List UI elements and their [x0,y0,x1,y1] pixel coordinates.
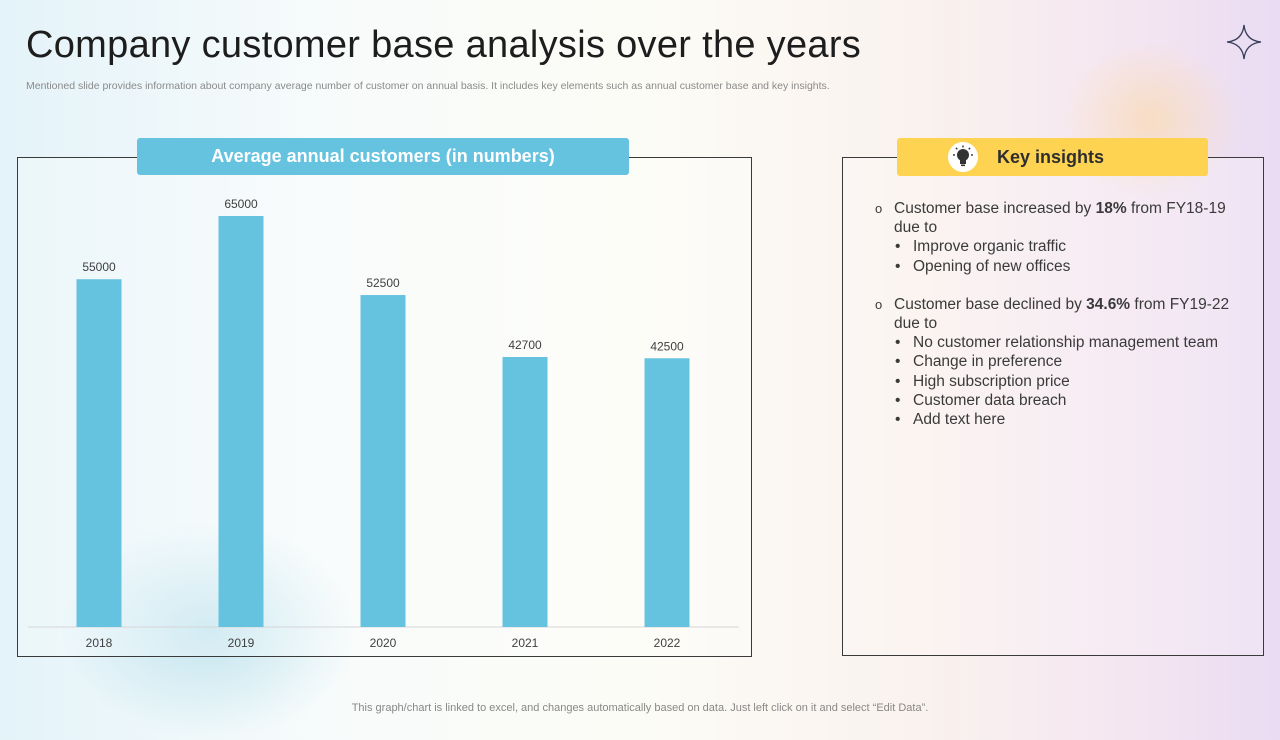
chart-header: Average annual customers (in numbers) [137,138,629,175]
data-label-2018: 55000 [82,260,116,274]
insights-frame [842,157,1264,656]
bullet-dot: • [895,391,901,409]
bullet-dot: • [895,411,901,429]
list-item: • Opening of new offices [895,257,1071,275]
list-item: • No customer relationship management tea… [895,334,1218,352]
insights-title: Key insights [997,147,1105,167]
insight-point-2: o Customer base declined by 34.6% from F… [875,295,1245,429]
bullet-dot: • [895,353,901,371]
insight-sublist: • Improve organic traffic • Opening of new… [894,237,1245,275]
data-label-2021: 42700 [508,338,542,352]
bullet-dot: • [895,372,901,390]
sparkle-star-icon [1226,24,1262,60]
x-tick-label-2022: 2022 [654,636,681,650]
page-title: Company customer base analysis over the … [26,24,862,66]
data-label-2020: 52500 [366,276,400,290]
x-tick-label-2018: 2018 [86,636,113,650]
insight-text: Customer base declined by 34.6% from FY1… [894,295,1230,333]
list-item: • Change in preference [895,353,1063,371]
x-tick-label-2020: 2020 [370,636,397,650]
insight-sublist: • No customer relationship management tea… [894,333,1245,429]
insight-point-1: o Customer base increased by 18% from FY… [875,199,1245,276]
bullet-dot: • [895,238,901,256]
data-label-2019: 65000 [224,197,258,211]
bar-2022 [644,358,690,627]
bullet-dot: • [895,257,901,275]
bar-2019 [218,216,264,627]
bar-2020 [360,295,406,627]
x-tick-label-2021: 2021 [512,636,539,650]
bar-2021 [502,357,548,627]
insights-header: Key insights [897,138,1208,176]
bar-chart: 55000 2018 65000 2019 52500 2020 42700 2021 4250… [28,197,739,650]
list-item: • High subscription price [895,372,1070,390]
list-item: • Customer data breach [895,391,1067,409]
bullet-dot: • [895,334,901,352]
insights-list: o Customer base increased by 18% from FY… [875,199,1245,448]
x-tick-label-2019: 2019 [228,636,255,650]
list-item: • Add text here [895,411,1006,429]
footer-note: This graph/chart is linked to excel, and… [351,702,929,714]
circle-bullet: o [875,201,883,216]
circle-bullet: o [875,296,883,312]
insight-text: Customer base increased by 18% from FY18… [894,200,1226,237]
lightbulb-icon [948,142,978,172]
page-subtitle: Mentioned slide provides information abo… [26,80,830,92]
bar-2018 [76,279,122,627]
data-label-2022: 42500 [650,339,684,353]
list-item: • Improve organic traffic [895,238,1067,256]
